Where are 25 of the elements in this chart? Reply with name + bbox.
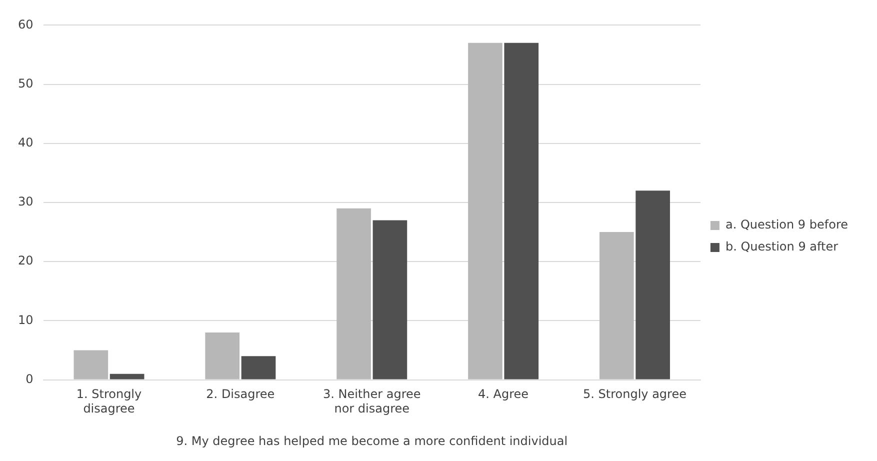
x-tick-label: 4. Agree	[478, 387, 529, 402]
x-tick-label: 5. Strongly agree	[583, 387, 686, 402]
bar	[110, 374, 144, 380]
legend-label: a. Question 9 before	[725, 218, 848, 232]
y-tick-label: 30	[18, 194, 34, 209]
bar	[372, 220, 408, 380]
bar	[600, 232, 634, 380]
bar	[636, 190, 670, 380]
bar	[241, 356, 276, 380]
x-tick-label: 2. Disagree	[206, 387, 275, 402]
y-tick-label: 20	[18, 254, 34, 268]
bar	[468, 42, 502, 380]
y-tick-label: 60	[18, 17, 34, 32]
bar	[74, 350, 108, 380]
x-tick-label: 3. Neither agree nor disagree	[322, 387, 421, 416]
y-tick-label: 50	[18, 76, 34, 90]
y-tick-label: 40	[18, 136, 34, 150]
bar	[205, 332, 240, 380]
y-tick-label: 0	[26, 372, 34, 386]
x-tick-label: 1. Strongly disagree	[76, 387, 142, 416]
y-tick-label: 10	[18, 312, 34, 327]
bar	[504, 42, 539, 380]
bar	[336, 208, 371, 380]
x-axis-title: 9. My degree has helped me become a more confident individual	[176, 434, 568, 448]
legend-label: b. Question 9 after	[725, 240, 838, 254]
